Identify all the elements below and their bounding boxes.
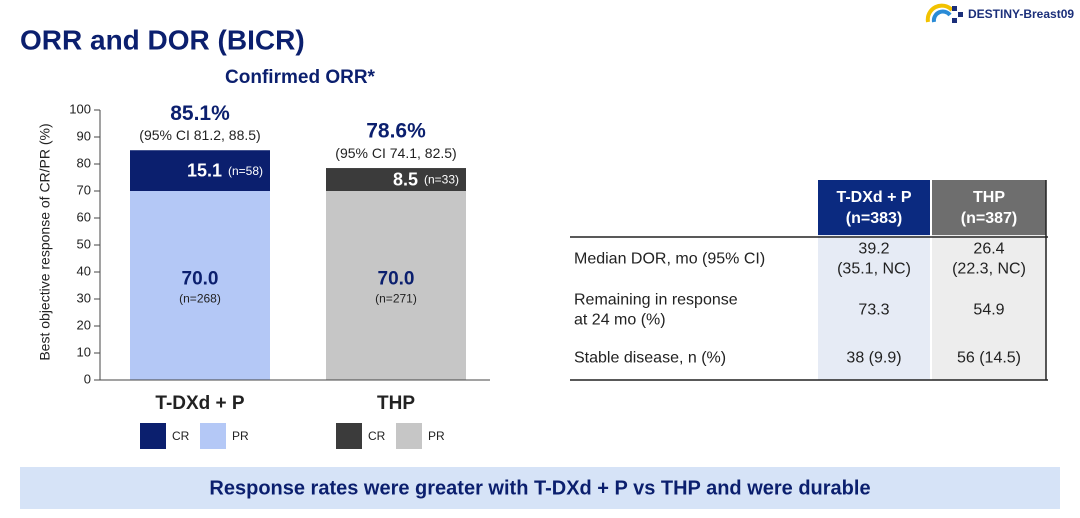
header-n: (n=383) <box>846 210 902 227</box>
y-tick-label: 30 <box>77 290 91 305</box>
y-tick-label: 0 <box>84 371 91 386</box>
bar-segment <box>326 191 466 380</box>
ci-label: (95% CI 81.2, 88.5) <box>139 127 260 143</box>
n-label: (n=271) <box>375 292 417 306</box>
bar-segment <box>326 168 466 191</box>
y-tick-label: 100 <box>69 101 91 116</box>
x-tick-label: T-DXd + P <box>155 393 245 414</box>
value-label: 70.0 <box>182 269 219 290</box>
legend-label: CR <box>172 429 190 443</box>
cell: 73.3 <box>858 302 889 319</box>
cell: 56 (14.5) <box>957 350 1021 367</box>
logo-icon <box>925 3 963 23</box>
legend-swatch <box>396 423 422 449</box>
footer-text: Response rates were greater with T-DXd +… <box>209 477 870 499</box>
y-tick-label: 90 <box>77 128 91 143</box>
n-label: (n=58) <box>228 164 263 178</box>
logo-text: DESTINY-Breast09 <box>968 7 1074 21</box>
bar-segment <box>130 150 270 191</box>
total-label: 85.1% <box>170 102 230 125</box>
y-tick-label: 10 <box>77 344 91 359</box>
row-label: Median DOR, mo (95% CI) <box>574 251 765 268</box>
n-label: (n=33) <box>424 173 459 187</box>
x-tick-label: THP <box>377 393 415 414</box>
cell: 39.2 <box>858 241 889 258</box>
n-label: (n=268) <box>179 292 221 306</box>
y-axis-label: Best objective response of CR/PR (%) <box>37 123 53 360</box>
cell: (22.3, NC) <box>952 261 1026 278</box>
legend-label: PR <box>232 429 249 443</box>
legend-swatch <box>140 423 166 449</box>
legend-label: PR <box>428 429 445 443</box>
y-tick-label: 60 <box>77 209 91 224</box>
cell: 26.4 <box>973 241 1004 258</box>
legend-label: CR <box>368 429 386 443</box>
column-header <box>818 180 930 235</box>
header-n: (n=387) <box>961 210 1017 227</box>
row-label: Remaining in response <box>574 292 738 309</box>
value-label: 70.0 <box>378 269 415 290</box>
cell: 38 (9.9) <box>846 350 901 367</box>
total-label: 78.6% <box>366 120 426 143</box>
y-tick-label: 70 <box>77 182 91 197</box>
row-label: at 24 mo (%) <box>574 312 666 329</box>
slide-title: ORR and DOR (BICR) <box>20 24 305 55</box>
y-tick-label: 50 <box>77 236 91 251</box>
column-bg <box>932 235 1046 380</box>
header-name: THP <box>973 189 1005 206</box>
chart-title: Confirmed ORR* <box>225 67 376 88</box>
column-header <box>932 180 1046 235</box>
legend-swatch <box>200 423 226 449</box>
footer-band <box>20 467 1060 509</box>
bar-segment <box>130 191 270 380</box>
value-label: 15.1 <box>187 160 222 180</box>
y-tick-label: 20 <box>77 317 91 332</box>
row-label: Stable disease, n (%) <box>574 350 726 367</box>
legend-swatch <box>336 423 362 449</box>
column-bg <box>818 235 930 380</box>
y-tick-label: 80 <box>77 155 91 170</box>
ci-label: (95% CI 74.1, 82.5) <box>335 145 456 161</box>
y-tick-label: 40 <box>77 263 91 278</box>
cell: (35.1, NC) <box>837 261 911 278</box>
value-label: 8.5 <box>393 169 418 189</box>
cell: 54.9 <box>973 302 1004 319</box>
header-name: T-DXd + P <box>836 189 911 206</box>
